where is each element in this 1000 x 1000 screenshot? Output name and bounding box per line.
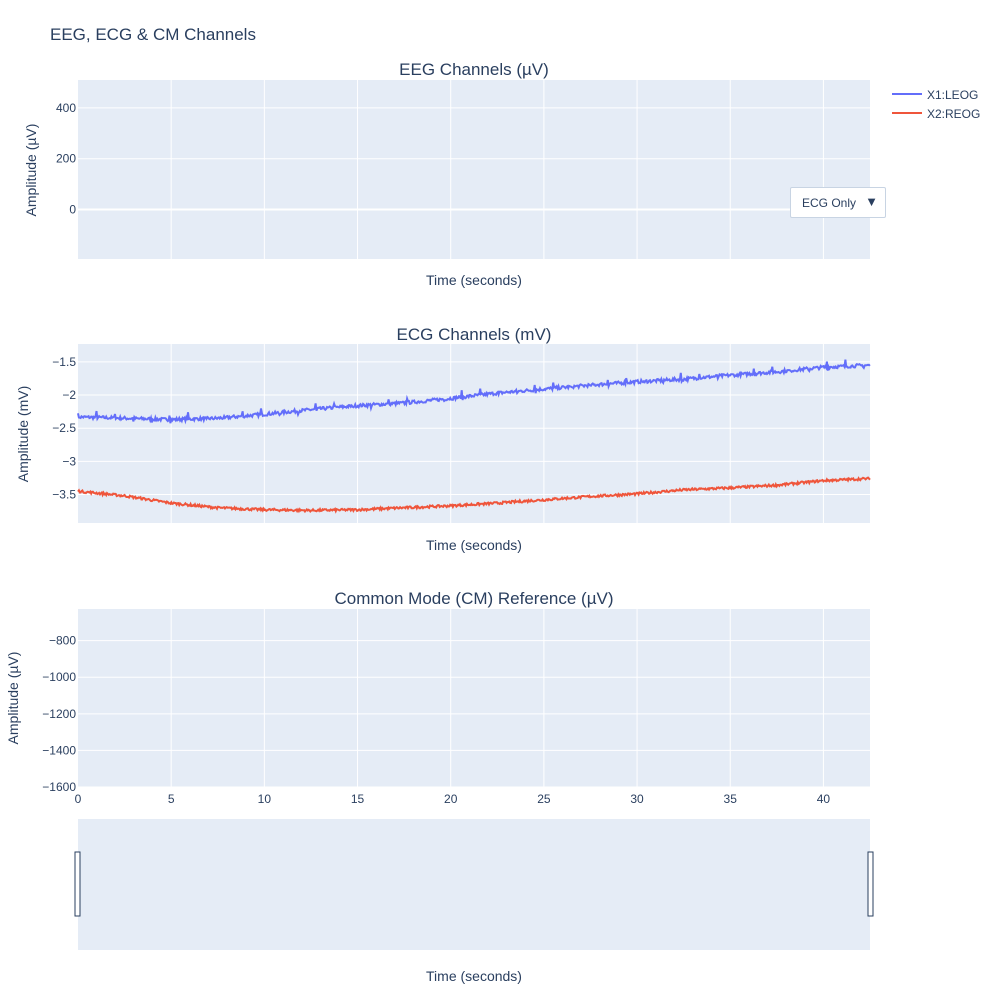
- y-tick-label: −1200: [42, 707, 76, 721]
- legend-item-x2[interactable]: X2:REOG: [892, 107, 980, 121]
- legend[interactable]: X1:LEOG X2:REOG: [892, 88, 980, 121]
- x-tick-label: 15: [351, 792, 365, 806]
- y-tick-label: 0: [69, 202, 76, 216]
- series-line-x2-reog: [77, 476, 871, 514]
- chart-title: EEG, ECG & CM Channels: [50, 25, 256, 44]
- grid: [78, 609, 870, 788]
- y-tick-label: −1.5: [52, 355, 76, 369]
- y-ticks: 0 200 400: [56, 101, 76, 217]
- subplot-title: Common Mode (CM) Reference (µV): [334, 589, 613, 608]
- x-tick-label: 0: [75, 792, 82, 806]
- x-tick-label: 40: [817, 792, 831, 806]
- y-tick-label: −2.5: [52, 421, 76, 435]
- y-ticks: −3.5 −3 −2.5 −2 −1.5: [52, 355, 76, 502]
- range-slider-handle-left[interactable]: [74, 851, 81, 917]
- x-tick-label: 20: [444, 792, 458, 806]
- y-tick-label: −2: [62, 388, 76, 402]
- subplot-eeg: 0 200 400 EEG Channels (µV) Time (seconds)…: [23, 60, 870, 288]
- x-axis-label: Time (seconds): [426, 537, 522, 553]
- channel-dropdown[interactable]: ECG Only ▼: [790, 187, 886, 218]
- subplot-title: ECG Channels (mV): [397, 325, 552, 344]
- grid: [78, 344, 870, 523]
- y-tick-label: 200: [56, 152, 76, 166]
- y-tick-label: −1400: [42, 743, 76, 757]
- subplot-ecg: −3.5 −3 −2.5 −2 −1.5 ECG Channels (mV) Time …: [15, 325, 871, 553]
- y-tick-label: −3.5: [52, 487, 76, 501]
- plot-area: [78, 80, 870, 259]
- x-tick-label: 35: [724, 792, 738, 806]
- y-tick-label: −1000: [42, 670, 76, 684]
- y-axis-label: Amplitude (µV): [5, 652, 21, 745]
- x-ticks: 0 5 10 15 20 25 30 35 40: [75, 792, 831, 806]
- y-tick-label: −1600: [42, 780, 76, 794]
- x-axis-label: Time (seconds): [426, 272, 522, 288]
- subplot-cm: −1600 −1400 −1200 −1000 −800 0 5 10 15 20 25 30 35 4…: [5, 589, 870, 806]
- range-slider[interactable]: Time (seconds): [74, 819, 874, 984]
- plot-area: [78, 609, 870, 787]
- y-axis-label: Amplitude (µV): [23, 124, 39, 217]
- legend-label: X1:LEOG: [927, 88, 978, 102]
- subplot-title: EEG Channels (µV): [399, 60, 549, 79]
- y-tick-label: −3: [62, 454, 76, 468]
- y-tick-label: 400: [56, 101, 76, 115]
- y-axis-label: Amplitude (mV): [15, 386, 31, 482]
- y-tick-label: −800: [49, 634, 76, 648]
- y-ticks: −1600 −1400 −1200 −1000 −800: [42, 634, 76, 794]
- range-slider-x-label: Time (seconds): [426, 968, 522, 984]
- range-slider-handle-right[interactable]: [867, 851, 874, 917]
- range-slider-background[interactable]: [78, 819, 870, 950]
- x-tick-label: 10: [258, 792, 272, 806]
- legend-label: X2:REOG: [927, 107, 980, 121]
- series-lines: [77, 359, 871, 514]
- x-tick-label: 5: [168, 792, 175, 806]
- plot-area: [78, 344, 870, 523]
- legend-item-x1[interactable]: X1:LEOG: [892, 88, 978, 102]
- series-line-x1-leog: [77, 359, 871, 425]
- x-tick-label: 25: [537, 792, 551, 806]
- x-tick-label: 30: [630, 792, 644, 806]
- dropdown-selected: ECG Only: [802, 196, 857, 210]
- grid: [78, 80, 870, 259]
- chevron-down-icon: ▼: [865, 194, 878, 209]
